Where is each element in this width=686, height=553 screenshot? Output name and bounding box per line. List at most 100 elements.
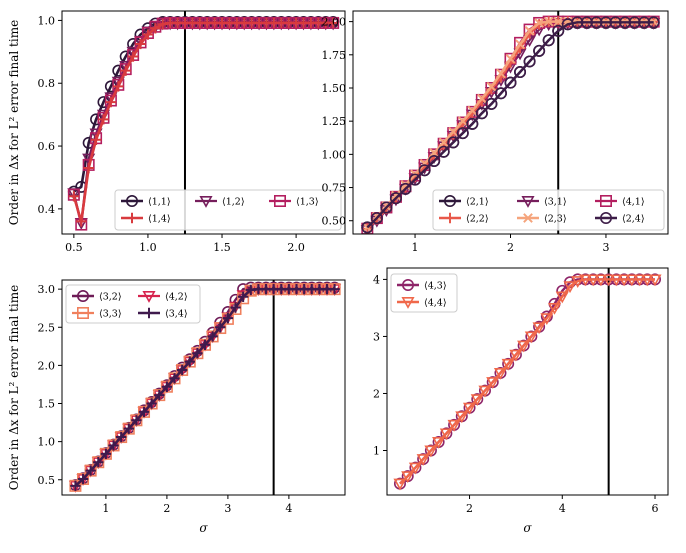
legend-label: ⟨1,1⟩ [148, 197, 171, 208]
data-point-34 [237, 291, 249, 302]
series-44 [393, 274, 662, 491]
x-tick-label: 1.0 [139, 241, 157, 254]
data-point-44 [393, 478, 407, 491]
legend: ⟨1,1⟩ ⟨1,2⟩ ⟨1,3⟩ ⟨1,4⟩ [114, 189, 342, 231]
data-point-24 [638, 16, 651, 29]
legend: ⟨3,2⟩ ⟨4,2⟩ ⟨3,3⟩ ⟨3,4⟩ [65, 284, 201, 324]
data-point-44 [571, 276, 585, 288]
data-point-34 [184, 356, 195, 367]
y-tick-label: 1.50 [322, 82, 347, 95]
legend-marker-33 [77, 306, 90, 319]
data-point-24 [514, 66, 527, 79]
x-tick-label: 3 [224, 502, 231, 515]
y-tick-label: 1.0 [38, 436, 56, 449]
data-point-44 [578, 274, 593, 287]
data-point-14 [120, 65, 131, 76]
legend-item-43: ⟨4,3⟩ [397, 278, 447, 292]
y-axis-label: Order in Δx for L² error final time [7, 285, 21, 490]
data-point-44 [625, 274, 639, 287]
data-point-14 [113, 81, 124, 92]
legend-label: ⟨4,1⟩ [622, 197, 645, 208]
legend-label: ⟨4,4⟩ [424, 298, 447, 309]
data-point-44 [401, 471, 415, 484]
data-point-24 [475, 107, 488, 120]
x-axis-label: σ [199, 521, 208, 535]
legend-marker-21 [443, 195, 456, 208]
data-point-44 [509, 349, 523, 362]
data-point-23 [505, 53, 516, 64]
data-point-34 [100, 448, 112, 460]
legend-label: ⟨3,3⟩ [99, 309, 122, 320]
data-point-34 [138, 406, 150, 418]
data-point-24 [485, 97, 498, 110]
data-point-34 [115, 431, 127, 443]
data-point-24 [628, 16, 641, 29]
data-point-44 [501, 358, 515, 371]
data-point-14 [98, 114, 109, 125]
data-point-34 [169, 373, 180, 384]
x-tick-label: 2 [163, 502, 170, 515]
data-point-44 [416, 454, 430, 466]
legend-label: ⟨3,2⟩ [99, 292, 122, 303]
legend-label: ⟨4,3⟩ [424, 281, 447, 292]
data-point-23 [438, 137, 449, 148]
data-point-23 [476, 93, 487, 104]
x-tick-label: 2 [466, 502, 473, 515]
data-point-14 [68, 191, 80, 202]
data-point-14 [90, 134, 102, 145]
data-point-24 [380, 201, 393, 214]
legend-marker-22 [444, 212, 456, 224]
legend-marker-14 [126, 212, 138, 224]
data-point-34 [199, 339, 211, 351]
plot-area [68, 280, 342, 495]
legend-marker-13 [273, 195, 286, 208]
data-point-24 [580, 16, 593, 29]
data-point-34 [329, 283, 340, 295]
legend-label: ⟨1,4⟩ [148, 214, 171, 225]
data-point-34 [70, 480, 81, 492]
data-point-24 [619, 16, 632, 29]
y-tick-label: 2.5 [38, 321, 56, 334]
axes-frame [61, 10, 346, 235]
data-point-44 [478, 385, 492, 398]
data-point-23 [553, 16, 564, 27]
panel-bottom-left: 1 2 3 4 0.5 1.0 1.5 2.0 2.5 3.0 Order in Δx for L²… [7, 279, 346, 535]
y-tick-label: 0.50 [322, 215, 347, 228]
y-tick-label: 0.8 [38, 77, 56, 90]
x-tick-label: 1 [102, 502, 109, 515]
x-tick-label: 2 [507, 241, 514, 254]
data-point-44 [633, 274, 647, 287]
legend-item-23: ⟨2,3⟩ [517, 213, 567, 225]
data-point-34 [215, 322, 226, 333]
legend-item-13: ⟨1,3⟩ [269, 195, 319, 208]
data-point-44 [602, 274, 616, 287]
x-tick-label: 2.0 [287, 241, 305, 254]
data-point-24 [523, 55, 536, 68]
y-tick-label: 1.0 [38, 14, 56, 27]
axes-frame [61, 279, 346, 496]
data-point-23 [515, 39, 525, 50]
y-tick-label: 3 [373, 330, 380, 343]
data-point-44 [586, 274, 600, 287]
legend-marker-12 [199, 196, 213, 208]
legend-item-11: ⟨1,1⟩ [121, 195, 171, 208]
legend-item-24: ⟨2,4⟩ [595, 212, 645, 225]
data-point-44 [493, 367, 508, 380]
data-point-44 [408, 462, 422, 475]
data-point-24 [552, 24, 565, 37]
legend-marker-11 [126, 195, 139, 208]
legend-item-14: ⟨1,4⟩ [121, 212, 171, 225]
y-tick-label: 0.5 [38, 474, 56, 487]
panel-top-left: 0.5 1.0 1.5 2.0 0.4 0.6 0.8 1.0 Order in Δx for … [7, 10, 346, 254]
data-point-44 [640, 274, 654, 287]
legend-item-44: ⟨4,4⟩ [397, 297, 447, 309]
data-point-34 [131, 415, 142, 426]
legend: ⟨4,3⟩ ⟨4,4⟩ [390, 273, 458, 313]
data-point-24 [542, 34, 555, 47]
legend-item-41: ⟨4,1⟩ [595, 195, 645, 208]
data-point-24 [494, 87, 507, 100]
data-point-23 [524, 26, 535, 36]
legend-marker-34 [143, 307, 155, 319]
legend-marker-31 [521, 196, 535, 208]
data-point-44 [524, 331, 538, 344]
